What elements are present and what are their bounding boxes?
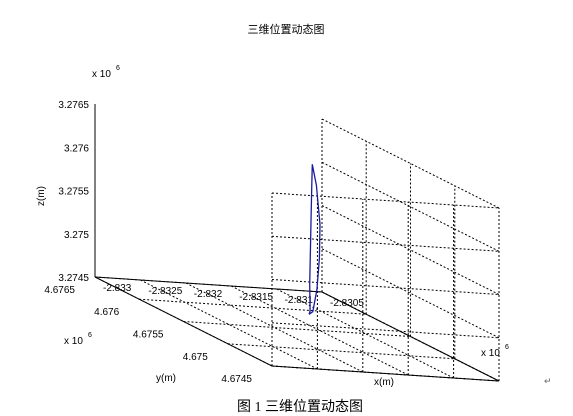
- grid-line: [271, 279, 500, 295]
- grid-line: [271, 192, 500, 209]
- x-tick-label: -2.8305: [330, 298, 364, 309]
- axes-box: [94, 104, 500, 382]
- tick-labels: 3.2745 3.275 3.2755 3.276 3.2765 4.6745 4.675 4…: [44, 100, 364, 385]
- grid-line: [271, 322, 500, 339]
- x-multiplier: x 10 6: [481, 344, 509, 359]
- z-tick-label: 3.2745: [58, 273, 89, 284]
- x-axis-line: [94, 276, 323, 293]
- trajectory-line-0: [308, 164, 321, 315]
- x-tick-label: -2.831: [285, 295, 314, 306]
- grid-line: [140, 279, 318, 370]
- svg-text:x 10: x 10: [92, 69, 111, 80]
- svg-text:x 10: x 10: [64, 336, 83, 347]
- z-tick-label: 3.2765: [58, 100, 89, 111]
- svg-text:6: 6: [505, 344, 509, 351]
- z-axis-label: z(m): [36, 186, 47, 206]
- y-multiplier: x 10 6: [64, 332, 92, 347]
- x-tick-label: -2.832: [194, 289, 223, 300]
- x-tick-label: -2.833: [103, 283, 132, 294]
- floor-edge: [271, 365, 500, 382]
- grid-line: [321, 248, 500, 339]
- grid-line: [271, 235, 500, 252]
- svg-text:6: 6: [88, 332, 92, 339]
- floor-edge: [321, 291, 500, 382]
- grid-line: [185, 282, 364, 373]
- y-axis-line: [94, 276, 273, 367]
- grid-line: [230, 285, 409, 376]
- grid-line: [321, 205, 500, 295]
- z-tick-label: 3.276: [64, 143, 89, 154]
- x-tick-label: -2.8325: [148, 286, 182, 297]
- grid-line: [227, 343, 455, 360]
- svg-text:6: 6: [116, 65, 120, 72]
- y-tick-label: 4.6745: [221, 374, 252, 385]
- x-axis-label: x(m): [374, 377, 394, 388]
- y-axis-label: y(m): [156, 373, 176, 384]
- x-tick-label: -2.8315: [239, 292, 273, 303]
- grid-line: [183, 321, 411, 337]
- z-multiplier: x 10 6: [92, 65, 120, 80]
- grid-line: [321, 161, 500, 252]
- y-tick-label: 4.675: [183, 352, 208, 363]
- chart-title: 三维位置动态图: [248, 22, 325, 36]
- z-tick-label: 3.275: [64, 230, 89, 241]
- grid-lines: [94, 118, 500, 382]
- z-tick-label: 3.2755: [58, 187, 89, 198]
- figure-caption: 图 1 三维位置动态图: [237, 399, 363, 415]
- y-tick-label: 4.6755: [133, 330, 164, 341]
- grid-line: [276, 288, 454, 379]
- grid-line: [321, 118, 500, 209]
- series-layer: [308, 164, 321, 315]
- y-tick-label: 4.676: [94, 307, 119, 318]
- y-tick-label: 4.6765: [44, 285, 75, 296]
- svg-text:x 10: x 10: [481, 348, 500, 359]
- grid-line: [139, 298, 367, 315]
- paragraph-mark: ↵: [544, 376, 552, 386]
